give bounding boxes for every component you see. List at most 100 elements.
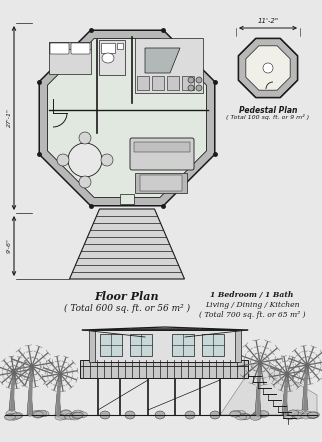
Ellipse shape xyxy=(307,413,318,419)
Bar xyxy=(182,76,194,90)
Ellipse shape xyxy=(61,411,71,416)
Ellipse shape xyxy=(308,412,318,418)
Bar xyxy=(117,43,123,49)
Text: ( Total 700 sq. ft. or 65 m² ): ( Total 700 sq. ft. or 65 m² ) xyxy=(199,311,305,319)
FancyBboxPatch shape xyxy=(71,43,90,54)
Ellipse shape xyxy=(72,413,83,419)
Polygon shape xyxy=(220,355,317,415)
Ellipse shape xyxy=(12,412,23,419)
Polygon shape xyxy=(238,38,298,98)
Ellipse shape xyxy=(55,414,66,420)
Ellipse shape xyxy=(65,413,75,419)
Ellipse shape xyxy=(102,53,114,63)
Bar xyxy=(202,334,224,356)
Text: Floor Plan: Floor Plan xyxy=(95,291,159,302)
Polygon shape xyxy=(39,30,215,206)
Ellipse shape xyxy=(235,411,246,416)
Circle shape xyxy=(79,176,91,188)
Bar xyxy=(99,40,125,75)
Ellipse shape xyxy=(36,410,47,416)
Bar xyxy=(130,334,152,356)
Ellipse shape xyxy=(303,411,313,417)
Bar xyxy=(135,38,203,93)
Ellipse shape xyxy=(72,410,83,416)
Text: 27'-1": 27'-1" xyxy=(6,109,12,127)
Polygon shape xyxy=(9,373,16,410)
Bar xyxy=(49,42,91,49)
Polygon shape xyxy=(282,374,289,415)
Ellipse shape xyxy=(300,413,311,419)
Bar xyxy=(137,76,149,90)
Ellipse shape xyxy=(5,414,15,420)
Text: 1 Bedroom / 1 Bath: 1 Bedroom / 1 Bath xyxy=(210,291,294,299)
Ellipse shape xyxy=(292,413,303,419)
Ellipse shape xyxy=(210,411,220,419)
Polygon shape xyxy=(70,209,185,279)
Polygon shape xyxy=(255,362,262,415)
Polygon shape xyxy=(145,48,180,73)
Circle shape xyxy=(196,77,202,83)
Circle shape xyxy=(68,143,102,177)
Polygon shape xyxy=(302,365,309,410)
Ellipse shape xyxy=(284,414,295,419)
Text: ( Total 600 sq. ft. or 56 m² ): ( Total 600 sq. ft. or 56 m² ) xyxy=(64,304,190,313)
Ellipse shape xyxy=(100,411,110,419)
Polygon shape xyxy=(27,366,34,415)
Ellipse shape xyxy=(292,410,303,416)
Polygon shape xyxy=(55,374,62,415)
Ellipse shape xyxy=(6,410,17,416)
Ellipse shape xyxy=(59,413,70,419)
Circle shape xyxy=(101,154,113,166)
Circle shape xyxy=(263,63,273,73)
Text: 11'-2": 11'-2" xyxy=(257,18,279,24)
Ellipse shape xyxy=(72,412,83,418)
Ellipse shape xyxy=(253,411,264,417)
Circle shape xyxy=(196,85,202,91)
Ellipse shape xyxy=(71,412,81,418)
Ellipse shape xyxy=(240,413,251,419)
Ellipse shape xyxy=(251,413,261,419)
Polygon shape xyxy=(246,46,290,90)
Ellipse shape xyxy=(33,412,43,418)
Ellipse shape xyxy=(38,411,49,417)
Ellipse shape xyxy=(239,414,250,420)
Ellipse shape xyxy=(31,411,42,416)
Circle shape xyxy=(57,154,69,166)
Bar xyxy=(134,142,190,152)
Circle shape xyxy=(188,85,194,91)
Bar xyxy=(101,43,115,53)
Ellipse shape xyxy=(125,411,135,419)
Ellipse shape xyxy=(308,412,318,418)
Ellipse shape xyxy=(8,414,19,420)
Ellipse shape xyxy=(155,411,165,419)
Text: 9'-6": 9'-6" xyxy=(6,239,12,253)
Ellipse shape xyxy=(230,411,241,417)
Text: ( Total 100 sq. ft. or 9 m² ): ( Total 100 sq. ft. or 9 m² ) xyxy=(226,114,310,120)
Ellipse shape xyxy=(34,411,45,417)
Ellipse shape xyxy=(5,414,16,420)
Ellipse shape xyxy=(185,411,195,419)
Ellipse shape xyxy=(61,410,71,416)
Ellipse shape xyxy=(230,411,241,416)
Bar xyxy=(120,194,134,204)
Ellipse shape xyxy=(258,411,268,416)
Text: Pedestal Plan: Pedestal Plan xyxy=(239,106,297,115)
Ellipse shape xyxy=(70,414,80,420)
Bar xyxy=(100,334,122,356)
Ellipse shape xyxy=(236,414,246,420)
Text: Living / Dining / Kitchen: Living / Dining / Kitchen xyxy=(205,301,299,309)
Bar xyxy=(140,175,182,191)
Polygon shape xyxy=(48,38,206,198)
Ellipse shape xyxy=(77,412,87,418)
FancyBboxPatch shape xyxy=(130,138,194,170)
Ellipse shape xyxy=(309,412,319,418)
Bar xyxy=(92,330,238,362)
Circle shape xyxy=(188,77,194,83)
Ellipse shape xyxy=(32,412,43,417)
Bar xyxy=(152,76,164,90)
Ellipse shape xyxy=(250,414,261,420)
Ellipse shape xyxy=(288,410,299,416)
Ellipse shape xyxy=(258,412,269,417)
Circle shape xyxy=(79,132,91,144)
Bar xyxy=(172,334,194,356)
